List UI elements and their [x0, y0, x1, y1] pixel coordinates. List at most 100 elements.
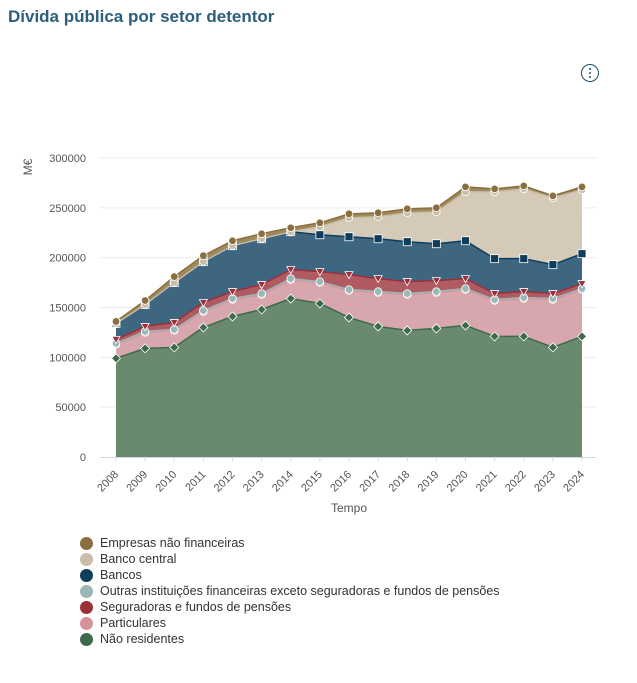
area-Banco central: [116, 188, 582, 324]
marker-Seguradoras e fundos de pensões-2011[interactable]: [198, 299, 209, 308]
marker-Bancos-2020[interactable]: [461, 236, 470, 246]
marker-Outras instituições financeiras exceto seguradoras e fundos de pensões-2019[interactable]: [432, 287, 441, 296]
marker-Empresas não financeiras-2009[interactable]: [140, 296, 150, 305]
marker-Empresas não financeiras-2014[interactable]: [286, 223, 295, 232]
marker-Empresas não financeiras-2017[interactable]: [373, 208, 383, 218]
legend-item[interactable]: Outras instituições financeiras exceto s…: [80, 583, 500, 599]
marker-Não residentes-2018[interactable]: [402, 325, 413, 336]
marker-Seguradoras e fundos de pensões-2021[interactable]: [489, 290, 500, 299]
x-tick-label: 2016: [328, 469, 354, 495]
marker-Outras instituições financeiras exceto seguradoras e fundos de pensões-2014[interactable]: [286, 274, 295, 283]
area-Bancos: [116, 231, 582, 340]
marker-Empresas não financeiras-2019[interactable]: [432, 203, 441, 213]
x-tick-label: 2010: [154, 469, 180, 495]
more-options-button[interactable]: [581, 64, 599, 82]
marker-Empresas não financeiras-2021[interactable]: [490, 184, 499, 194]
marker-Empresas não financeiras-2016[interactable]: [344, 209, 354, 219]
marker-Seguradoras e fundos de pensões-2013[interactable]: [256, 281, 267, 290]
marker-Não residentes-2023[interactable]: [547, 342, 558, 353]
marker-Bancos-2022[interactable]: [519, 254, 529, 264]
marker-Seguradoras e fundos de pensões-2020[interactable]: [460, 275, 471, 284]
area-Não residentes: [116, 298, 582, 457]
x-tick-label: 2013: [241, 469, 267, 495]
marker-Empresas não financeiras-2015[interactable]: [315, 218, 325, 227]
marker-Bancos-2017[interactable]: [373, 234, 383, 244]
marker-Bancos-2021[interactable]: [490, 254, 500, 264]
marker-Seguradoras e fundos de pensões-2019[interactable]: [431, 277, 442, 286]
x-tick-label: 2022: [503, 469, 529, 495]
marker-Não residentes-2020[interactable]: [460, 320, 471, 331]
legend-item[interactable]: Particulares: [80, 615, 500, 631]
marker-Bancos-2015[interactable]: [315, 230, 325, 240]
marker-Bancos-2024[interactable]: [577, 249, 587, 259]
marker-Não residentes-2015[interactable]: [314, 298, 325, 309]
marker-Não residentes-2019[interactable]: [431, 323, 442, 334]
marker-Empresas não financeiras-2024[interactable]: [577, 182, 587, 192]
marker-Outras instituições financeiras exceto seguradoras e fundos de pensões-2017[interactable]: [373, 287, 383, 296]
marker-Seguradoras e fundos de pensões-2016[interactable]: [344, 271, 354, 280]
y-tick-label: 50000: [55, 402, 86, 414]
marker-Seguradoras e fundos de pensões-2009[interactable]: [140, 323, 150, 332]
x-tick-label: 2012: [212, 469, 238, 495]
x-tick-label: 2023: [532, 469, 558, 495]
marker-Bancos-2023[interactable]: [548, 260, 558, 270]
legend-item[interactable]: Não residentes: [80, 631, 500, 647]
marker-Outras instituições financeiras exceto seguradoras e fundos de pensões-2018[interactable]: [403, 289, 412, 298]
marker-Seguradoras e fundos de pensões-2008[interactable]: [111, 335, 121, 345]
legend-swatch: [80, 552, 93, 566]
x-tick-label: 2009: [124, 469, 150, 495]
marker-Empresas não financeiras-2023[interactable]: [548, 191, 558, 201]
page-title: Dívida pública por setor detentor: [8, 7, 275, 26]
marker-Outras instituições financeiras exceto seguradoras e fundos de pensões-2016[interactable]: [344, 285, 354, 294]
x-tick-label: 2021: [474, 469, 500, 495]
marker-Seguradoras e fundos de pensões-2022[interactable]: [519, 288, 529, 297]
marker-Seguradoras e fundos de pensões-2010[interactable]: [169, 319, 179, 328]
legend-item[interactable]: Empresas não financeiras: [80, 535, 500, 551]
marker-Não residentes-2013[interactable]: [256, 304, 267, 315]
legend-item[interactable]: Banco central: [80, 551, 500, 567]
marker-Não residentes-2008[interactable]: [110, 353, 122, 364]
marker-Não residentes-2009[interactable]: [140, 343, 151, 354]
marker-Outras instituições financeiras exceto seguradoras e fundos de pensões-2011[interactable]: [199, 306, 208, 315]
y-tick-label: 200000: [49, 253, 86, 265]
marker-Seguradoras e fundos de pensões-2012[interactable]: [227, 288, 238, 297]
marker-Empresas não financeiras-2012[interactable]: [228, 236, 237, 245]
marker-Não residentes-2022[interactable]: [518, 331, 529, 342]
marker-Empresas não financeiras-2011[interactable]: [199, 251, 208, 260]
y-tick-label: 150000: [49, 303, 86, 315]
marker-Empresas não financeiras-2008[interactable]: [111, 317, 121, 326]
marker-Bancos-2018[interactable]: [402, 237, 412, 247]
legend-swatch: [80, 632, 93, 646]
marker-Seguradoras e fundos de pensões-2017[interactable]: [373, 275, 383, 284]
marker-Não residentes-2010[interactable]: [169, 342, 180, 353]
marker-Outras instituições financeiras exceto seguradoras e fundos de pensões-2013[interactable]: [257, 289, 266, 298]
marker-Bancos-2016[interactable]: [344, 232, 354, 242]
x-tick-label: 2014: [270, 469, 296, 495]
y-tick-label: 300000: [49, 153, 86, 165]
x-tick-label: 2011: [183, 469, 208, 494]
marker-Outras instituições financeiras exceto seguradoras e fundos de pensões-2015[interactable]: [315, 277, 325, 286]
marker-Não residentes-2011[interactable]: [198, 322, 209, 333]
legend-label: Bancos: [100, 568, 142, 582]
marker-Seguradoras e fundos de pensões-2014[interactable]: [286, 266, 296, 275]
marker-Não residentes-2017[interactable]: [373, 321, 384, 332]
marker-Não residentes-2012[interactable]: [227, 311, 238, 322]
marker-Seguradoras e fundos de pensões-2018[interactable]: [402, 278, 412, 287]
marker-Seguradoras e fundos de pensões-2015[interactable]: [315, 268, 325, 277]
marker-Empresas não financeiras-2018[interactable]: [403, 204, 412, 214]
marker-Empresas não financeiras-2022[interactable]: [519, 181, 528, 191]
stacked-area-chart: 0 50000 100000 150000 200000 250000 300000 2008…: [21, 153, 596, 515]
marker-Seguradoras e fundos de pensões-2023[interactable]: [548, 290, 558, 299]
marker-Não residentes-2024[interactable]: [576, 331, 588, 342]
marker-Outras instituições financeiras exceto seguradoras e fundos de pensões-2020[interactable]: [461, 284, 470, 293]
marker-Empresas não financeiras-2010[interactable]: [170, 272, 179, 281]
marker-Empresas não financeiras-2020[interactable]: [461, 182, 470, 192]
marker-Seguradoras e fundos de pensões-2024[interactable]: [577, 280, 587, 289]
legend-item[interactable]: Bancos: [80, 567, 500, 583]
legend-item[interactable]: Seguradoras e fundos de pensões: [80, 599, 500, 615]
marker-Empresas não financeiras-2013[interactable]: [257, 229, 266, 238]
marker-Bancos-2019[interactable]: [431, 239, 441, 249]
marker-Não residentes-2021[interactable]: [489, 331, 500, 342]
marker-Não residentes-2014[interactable]: [285, 293, 296, 304]
marker-Não residentes-2016[interactable]: [343, 312, 355, 323]
